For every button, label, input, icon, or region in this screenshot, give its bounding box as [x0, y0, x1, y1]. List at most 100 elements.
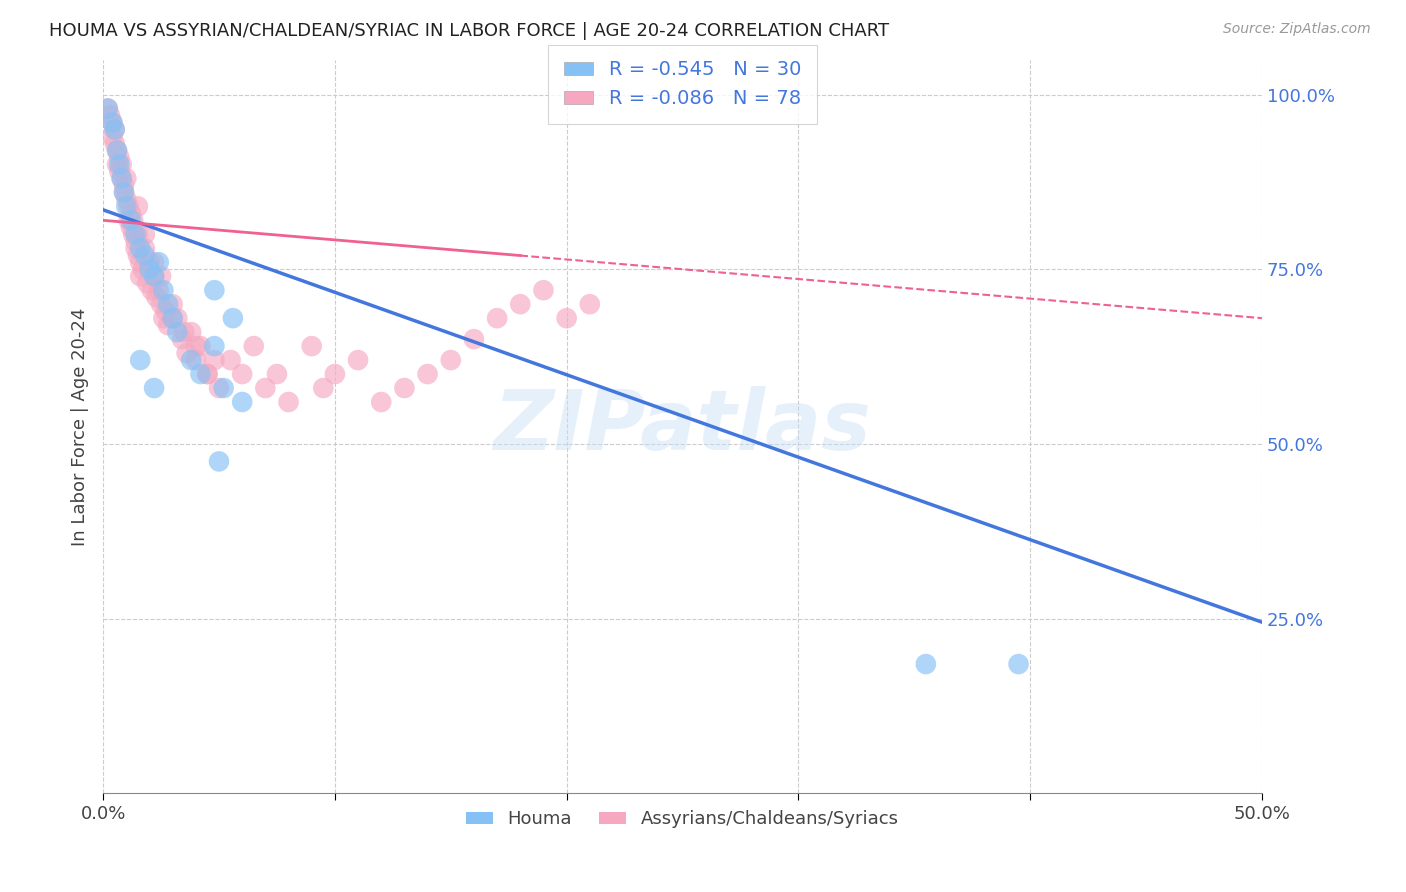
Point — [115, 199, 138, 213]
Point — [197, 367, 219, 381]
Point — [120, 213, 142, 227]
Point — [101, 115, 124, 129]
Point — [122, 227, 145, 242]
Point — [141, 283, 163, 297]
Point — [129, 269, 152, 284]
Point — [134, 248, 156, 262]
Point — [162, 311, 184, 326]
Point — [101, 129, 124, 144]
Point — [117, 213, 139, 227]
Point — [157, 318, 180, 333]
Point — [122, 213, 145, 227]
Point — [127, 248, 149, 262]
Point — [184, 339, 207, 353]
Point — [202, 339, 225, 353]
Point — [162, 311, 184, 326]
Point — [104, 122, 127, 136]
Point — [117, 199, 139, 213]
Point — [112, 186, 135, 200]
Point — [312, 381, 335, 395]
Point — [105, 144, 128, 158]
Point — [138, 255, 160, 269]
Point — [152, 283, 174, 297]
Point — [150, 297, 173, 311]
Point — [127, 199, 149, 213]
Point — [148, 255, 170, 269]
Point — [108, 157, 131, 171]
Point — [129, 241, 152, 255]
Point — [578, 297, 600, 311]
Point — [231, 395, 253, 409]
Point — [124, 235, 146, 249]
Point — [143, 381, 166, 395]
Point — [101, 115, 124, 129]
Point — [143, 255, 166, 269]
Point — [143, 269, 166, 284]
Point — [134, 241, 156, 255]
Point — [124, 241, 146, 255]
Point — [509, 297, 531, 311]
Point — [143, 269, 166, 284]
Point — [486, 311, 509, 326]
Point — [170, 332, 193, 346]
Point — [104, 136, 127, 151]
Y-axis label: In Labor Force | Age 20-24: In Labor Force | Age 20-24 — [72, 307, 89, 546]
Point — [108, 164, 131, 178]
Point — [254, 381, 277, 395]
Point — [108, 150, 131, 164]
Point — [301, 339, 323, 353]
Point — [242, 339, 264, 353]
Point — [124, 227, 146, 242]
Point — [155, 304, 177, 318]
Point — [176, 346, 198, 360]
Point — [111, 171, 134, 186]
Point — [112, 178, 135, 193]
Point — [120, 220, 142, 235]
Point — [219, 353, 242, 368]
Point — [129, 353, 152, 368]
Point — [136, 277, 159, 291]
Point — [555, 311, 578, 326]
Point — [148, 283, 170, 297]
Point — [370, 395, 392, 409]
Point — [152, 311, 174, 326]
Point — [190, 339, 212, 353]
Point — [131, 262, 153, 277]
Point — [1007, 657, 1029, 671]
Point — [111, 171, 134, 186]
Point — [115, 171, 138, 186]
Point — [184, 353, 207, 368]
Point — [231, 367, 253, 381]
Point — [129, 255, 152, 269]
Legend: Houma, Assyrians/Chaldeans/Syriacs: Houma, Assyrians/Chaldeans/Syriacs — [458, 803, 905, 836]
Point — [166, 311, 188, 326]
Point — [180, 353, 202, 368]
Text: Source: ZipAtlas.com: Source: ZipAtlas.com — [1223, 22, 1371, 37]
Point — [138, 262, 160, 277]
Point — [197, 367, 219, 381]
Point — [162, 297, 184, 311]
Point — [98, 108, 121, 122]
Point — [323, 367, 346, 381]
Point — [120, 206, 142, 220]
Point — [104, 122, 127, 136]
Point — [202, 283, 225, 297]
Point — [97, 102, 120, 116]
Point — [277, 395, 299, 409]
Point — [266, 367, 288, 381]
Point — [111, 157, 134, 171]
Point — [208, 381, 231, 395]
Point — [416, 367, 439, 381]
Point — [440, 353, 463, 368]
Point — [347, 353, 370, 368]
Point — [212, 381, 235, 395]
Point — [202, 353, 225, 368]
Point — [463, 332, 485, 346]
Point — [134, 227, 156, 242]
Point — [157, 297, 180, 311]
Point — [150, 269, 173, 284]
Point — [915, 657, 938, 671]
Point — [208, 454, 231, 468]
Point — [180, 325, 202, 339]
Point — [127, 227, 149, 242]
